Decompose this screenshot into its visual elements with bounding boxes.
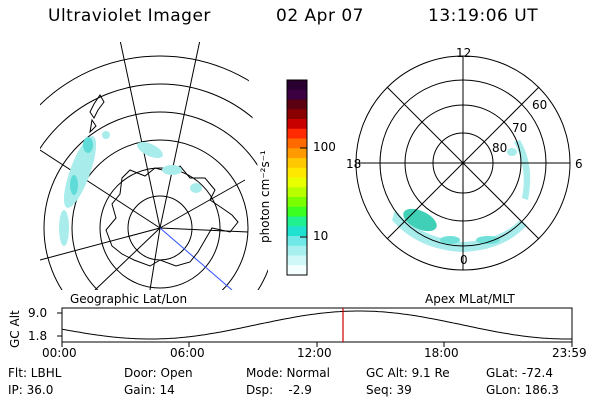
colorbar-band <box>287 197 307 208</box>
date-label: 02 Apr 07 <box>276 6 364 26</box>
colorbar-band <box>287 158 307 169</box>
colorbar-band <box>287 148 307 159</box>
colorbar-band <box>287 80 307 91</box>
altitude-ytick-9: 9.0 <box>28 306 48 320</box>
colorbar-band <box>287 167 307 178</box>
colorbar-band <box>287 236 307 247</box>
colorbar-band <box>287 245 307 256</box>
info-glon: GLon: 186.3 <box>486 383 559 397</box>
info-seq: Seq: 39 <box>366 383 412 397</box>
colorbar-band <box>287 206 307 217</box>
colorbar-band <box>287 187 307 198</box>
info-gain: Gain: 14 <box>124 383 175 397</box>
right-aurora <box>392 140 531 252</box>
info-filter: Flt: LBHL <box>8 366 62 380</box>
mlt-label-18: 18 <box>346 157 362 171</box>
info-gc-alt: GC Alt: 9.1 Re <box>366 366 450 380</box>
colorbar-band <box>287 255 307 266</box>
xtick-0600: 06:00 <box>170 346 205 360</box>
info-door: Door: Open <box>124 366 193 380</box>
info-glat: GLat: -72.4 <box>486 366 553 380</box>
instrument-title: Ultraviolet Imager <box>48 6 211 26</box>
xtick-1200: 12:00 <box>297 346 332 360</box>
left-aurora <box>59 131 202 246</box>
colorbar-tick-100: 100 <box>313 140 336 154</box>
mlat-label-70: 70 <box>512 121 528 135</box>
colorbar-band <box>287 265 307 276</box>
colorbar-band <box>287 216 307 227</box>
info-mode: Mode: Normal <box>246 366 330 380</box>
xtick-1800: 18:00 <box>424 346 459 360</box>
colorbar-band <box>287 109 307 120</box>
mlt-label-12: 12 <box>456 46 472 60</box>
altitude-ylabel: GC Alt <box>8 310 22 348</box>
color-scale-bar <box>287 80 307 276</box>
info-ip: IP: 36.0 <box>8 383 54 397</box>
apex-caption: Apex MLat/MLT <box>425 292 515 306</box>
altitude-plot-frame <box>61 307 573 343</box>
colorbar-band <box>287 128 307 139</box>
colorbar-band <box>287 119 307 130</box>
antarctica-coastline <box>105 165 239 267</box>
colorbar-band <box>287 177 307 188</box>
colorbar-unit: photon cm⁻²s⁻¹ <box>258 150 272 243</box>
colorbar-band <box>287 226 307 237</box>
time-label: 13:19:06 UT <box>428 6 539 26</box>
mlat-label-60: 60 <box>532 98 548 112</box>
xtick-0000: 00:00 <box>42 346 77 360</box>
xtick-2359: 23:59 <box>552 346 587 360</box>
colorbar-tick-10: 10 <box>313 229 329 243</box>
altitude-ytick-1-8: 1.8 <box>28 329 48 343</box>
colorbar-band <box>287 138 307 149</box>
polar-grid <box>355 55 571 271</box>
mlat-label-80: 80 <box>492 141 508 155</box>
mlt-label-0: 0 <box>460 253 468 267</box>
altitude-curve <box>61 310 572 340</box>
geographic-caption: Geographic Lat/Lon <box>70 292 188 306</box>
info-dsp: Dsp: -2.9 <box>246 383 312 397</box>
colorbar-band <box>287 89 307 100</box>
colorbar-band <box>287 99 307 110</box>
mlt-label-6: 6 <box>575 157 583 171</box>
